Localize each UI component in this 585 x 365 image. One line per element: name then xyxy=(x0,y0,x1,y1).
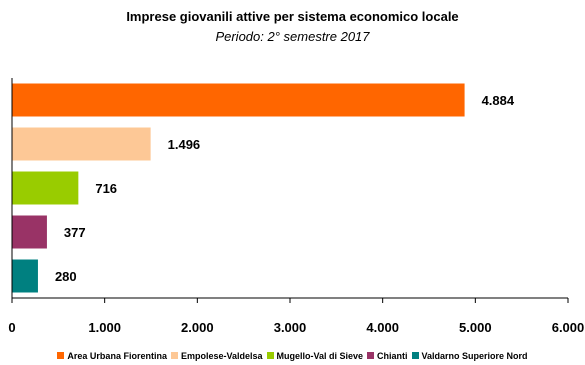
bar-0 xyxy=(12,83,465,117)
data-label-3: 377 xyxy=(64,225,86,240)
legend-item: Chianti xyxy=(367,351,408,361)
legend-label: Empolese-Valdelsa xyxy=(180,351,263,361)
legend-swatch xyxy=(367,352,375,359)
x-tick-label-1: 1.000 xyxy=(88,320,121,335)
chart-legend: Area Urbana Fiorentina Empolese-Valdelsa M… xyxy=(0,351,585,361)
legend-item: Area Urbana Fiorentina xyxy=(57,351,167,361)
legend-item: Valdarno Superiore Nord xyxy=(411,351,528,361)
x-tick-label-6: 6.000 xyxy=(552,320,585,335)
legend-item: Mugello-Val di Sieve xyxy=(266,351,364,361)
legend-swatch xyxy=(266,352,274,359)
x-tick-label-2: 2.000 xyxy=(181,320,214,335)
data-label-0: 4.884 xyxy=(482,93,515,108)
data-label-1: 1.496 xyxy=(168,137,201,152)
legend-label: Valdarno Superiore Nord xyxy=(421,351,528,361)
legend-swatch xyxy=(411,352,419,359)
chart-subtitle: Periodo: 2° semestre 2017 xyxy=(215,29,370,44)
data-label-4: 280 xyxy=(55,269,77,284)
x-tick-label-5: 5.000 xyxy=(459,320,492,335)
legend-item: Empolese-Valdelsa xyxy=(170,351,263,361)
bar-4 xyxy=(12,259,38,293)
legend-swatch xyxy=(170,352,178,359)
legend-label: Chianti xyxy=(377,351,408,361)
bar-1 xyxy=(12,127,151,161)
legend-swatch xyxy=(57,352,65,359)
legend-label: Mugello-Val di Sieve xyxy=(276,351,364,361)
bar-2 xyxy=(12,171,79,205)
data-label-2: 716 xyxy=(95,181,117,196)
bar-3 xyxy=(12,215,47,249)
chart-title: Imprese giovanili attive per sistema eco… xyxy=(126,9,459,24)
legend-label: Area Urbana Fiorentina xyxy=(67,351,167,361)
x-tick-label-3: 3.000 xyxy=(274,320,307,335)
x-tick-label-0: 0 xyxy=(8,320,15,335)
x-tick-label-4: 4.000 xyxy=(366,320,399,335)
